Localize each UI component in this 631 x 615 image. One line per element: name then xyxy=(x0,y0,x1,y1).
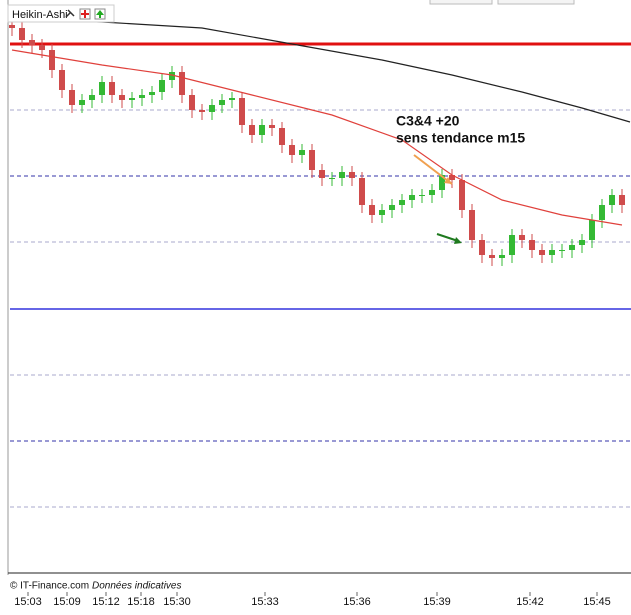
candle-body xyxy=(449,175,455,180)
candle-body xyxy=(609,195,615,205)
candle-body xyxy=(219,100,225,105)
candle-body xyxy=(589,220,595,240)
candle-body xyxy=(99,82,105,95)
annotation: C3&4 +20 xyxy=(396,113,460,129)
candle-body xyxy=(289,145,295,155)
x-tick-label: 15:39 xyxy=(423,596,451,608)
candle-body xyxy=(79,100,85,105)
x-tick-label: 15:09 xyxy=(53,596,81,608)
candle-body xyxy=(209,105,215,112)
candle-body xyxy=(19,28,25,40)
candle-body xyxy=(129,98,135,100)
candle-body xyxy=(159,80,165,92)
candle-body xyxy=(279,128,285,145)
toolbar-icons[interactable] xyxy=(65,8,106,20)
candle-body xyxy=(199,110,205,112)
annotation-arrowhead xyxy=(444,177,452,184)
footer: © IT-Finance.com xyxy=(10,581,89,592)
candle-body xyxy=(569,245,575,250)
candle-body xyxy=(379,210,385,215)
candle-body xyxy=(579,240,585,245)
x-tick-label: 15:18 xyxy=(127,596,155,608)
candle-body xyxy=(119,95,125,100)
wrench-icon[interactable] xyxy=(65,9,75,18)
candle-body xyxy=(349,172,355,178)
candle-body xyxy=(619,195,625,205)
candle-body xyxy=(89,95,95,100)
candle-body xyxy=(439,175,445,190)
x-tick-label: 15:45 xyxy=(583,596,611,608)
x-tick-label: 15:33 xyxy=(251,596,279,608)
candle-body xyxy=(309,150,315,170)
candle-body xyxy=(189,95,195,110)
candle-body xyxy=(179,72,185,95)
candle-body xyxy=(59,70,65,90)
candle-body xyxy=(149,92,155,95)
candle-body xyxy=(489,255,495,258)
footer-note: Données indicatives xyxy=(92,581,182,592)
x-tick-label: 15:12 xyxy=(92,596,120,608)
x-tick-label: 15:03 xyxy=(14,596,42,608)
candle-body xyxy=(509,235,515,255)
candle-body xyxy=(469,210,475,240)
annotation: sens tendance m15 xyxy=(396,130,525,146)
candle-body xyxy=(169,72,175,80)
candle-body xyxy=(459,180,465,210)
candle-body xyxy=(69,90,75,105)
candle-body xyxy=(429,190,435,195)
candle-body xyxy=(299,150,305,155)
candle-body xyxy=(399,200,405,205)
candle-body xyxy=(359,178,365,205)
annotation-arrow xyxy=(436,233,459,242)
moving-average xyxy=(11,19,631,123)
candle-body xyxy=(269,125,275,128)
x-tick-label: 15:42 xyxy=(516,596,544,608)
toolbar-button[interactable] xyxy=(497,0,575,5)
annotation-arrowhead xyxy=(454,237,462,244)
chart-title: Heikin-Ashi xyxy=(12,9,68,21)
candle-body xyxy=(39,45,45,50)
moving-average xyxy=(11,49,623,226)
candle-body xyxy=(9,25,15,28)
plot-area xyxy=(9,19,631,508)
candle-body xyxy=(369,205,375,215)
candle-body xyxy=(519,235,525,240)
candle-body xyxy=(259,125,265,135)
candle-body xyxy=(529,240,535,250)
candle-body xyxy=(329,178,335,179)
candle-body xyxy=(109,82,115,95)
candle-body xyxy=(49,50,55,70)
toolbar-button[interactable] xyxy=(429,0,493,5)
candle-body xyxy=(249,125,255,135)
candle-body xyxy=(539,250,545,255)
candle-body xyxy=(239,98,245,125)
candle-body xyxy=(229,98,235,100)
candle-body xyxy=(419,195,425,196)
candle-body xyxy=(599,205,605,220)
candle-body xyxy=(499,255,505,258)
candle-body xyxy=(559,250,565,251)
candle-body xyxy=(389,205,395,210)
x-tick-label: 15:30 xyxy=(163,596,191,608)
candle-body xyxy=(139,95,145,98)
candle-body xyxy=(479,240,485,255)
candle-body xyxy=(339,172,345,178)
candle-body xyxy=(409,195,415,200)
up-icon-arrow xyxy=(96,10,104,18)
candle-body xyxy=(319,170,325,178)
candle-body xyxy=(29,40,35,45)
add-icon-plus xyxy=(81,10,89,18)
annotation-arrow xyxy=(413,154,453,185)
candle-body xyxy=(549,250,555,255)
x-tick-label: 15:36 xyxy=(343,596,371,608)
